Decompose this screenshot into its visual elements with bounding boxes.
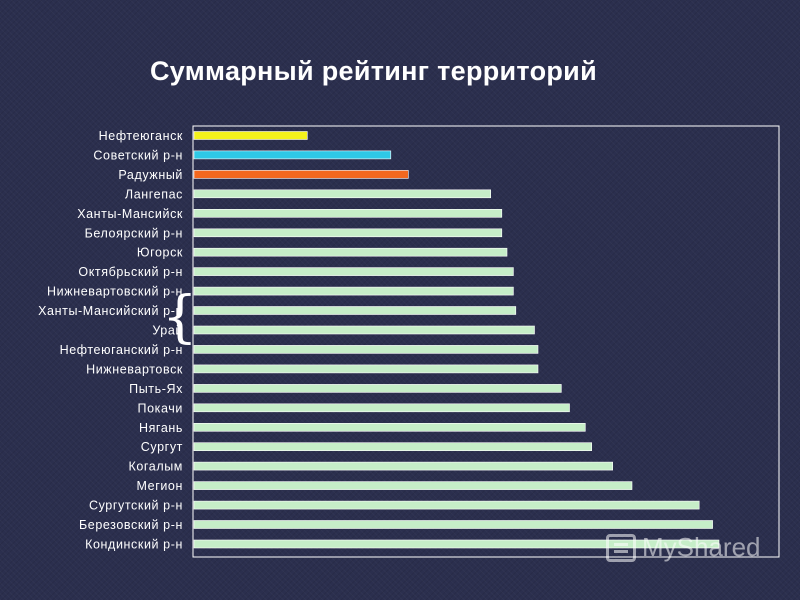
category-label-16: Нягань bbox=[139, 421, 183, 435]
category-label-20: Сургутский р-н bbox=[89, 499, 183, 513]
category-label-10: Ханты-Мансийский р-н bbox=[38, 304, 183, 318]
category-label-17: Сургут bbox=[141, 440, 183, 454]
bar-9 bbox=[193, 286, 514, 296]
bar-1 bbox=[193, 131, 308, 140]
bar-17 bbox=[193, 442, 593, 452]
category-label-18: Когалым bbox=[128, 460, 183, 474]
watermark-text: MyShared bbox=[642, 532, 761, 562]
watermark: MyShared bbox=[606, 532, 761, 563]
bar-8 bbox=[193, 267, 514, 276]
category-label-19: Мегион bbox=[136, 479, 183, 493]
bar-5 bbox=[193, 209, 503, 218]
bar-11 bbox=[193, 325, 535, 335]
category-label-2: Советский р-н bbox=[93, 148, 183, 162]
category-label-7: Югорск bbox=[137, 246, 183, 260]
bar-16 bbox=[193, 422, 586, 432]
bar-15 bbox=[193, 403, 570, 413]
bar-18 bbox=[193, 461, 614, 471]
bar-21 bbox=[193, 520, 713, 529]
category-label-1: Нефтеюганск bbox=[99, 129, 183, 143]
category-label-8: Октябрьский р-н bbox=[78, 265, 183, 279]
category-label-5: Ханты-Мансийск bbox=[77, 207, 183, 221]
category-labels-group: Нефтеюганск Советский р-н Радужный Лангепас… bbox=[38, 129, 183, 552]
bar-2 bbox=[193, 150, 392, 160]
bar-7 bbox=[193, 247, 508, 257]
bar-4 bbox=[193, 189, 492, 199]
presentation-icon bbox=[606, 533, 636, 562]
bar-10 bbox=[193, 306, 517, 315]
brace-decoration: { bbox=[162, 285, 198, 350]
category-label-12: Нефтеюганский р-н bbox=[60, 343, 183, 357]
bar-12 bbox=[193, 345, 539, 354]
bar-19 bbox=[193, 481, 633, 490]
category-label-13: Нижневартовск bbox=[86, 362, 183, 376]
chart-title: Суммарный рейтинг территорий bbox=[150, 56, 597, 86]
bar-20 bbox=[193, 500, 700, 510]
category-label-22: Кондинский р-н bbox=[85, 538, 183, 552]
bar-14 bbox=[193, 384, 562, 393]
category-label-9: Нижневартовский р-н bbox=[47, 285, 183, 299]
category-label-21: Березовский р-н bbox=[79, 518, 183, 532]
bars-group bbox=[193, 131, 720, 549]
bar-13 bbox=[193, 364, 539, 374]
category-label-3: Радужный bbox=[118, 168, 183, 182]
category-label-6: Белоярский р-н bbox=[85, 226, 183, 240]
bar-22 bbox=[193, 539, 720, 549]
category-label-15: Покачи bbox=[138, 401, 183, 415]
category-label-4: Лангепас bbox=[125, 187, 183, 201]
plot-frame bbox=[192, 125, 780, 558]
bar-6 bbox=[193, 228, 503, 238]
category-label-14: Пыть-Ях bbox=[129, 382, 183, 396]
bar-3 bbox=[193, 170, 409, 179]
category-label-11: Урай bbox=[152, 324, 183, 338]
